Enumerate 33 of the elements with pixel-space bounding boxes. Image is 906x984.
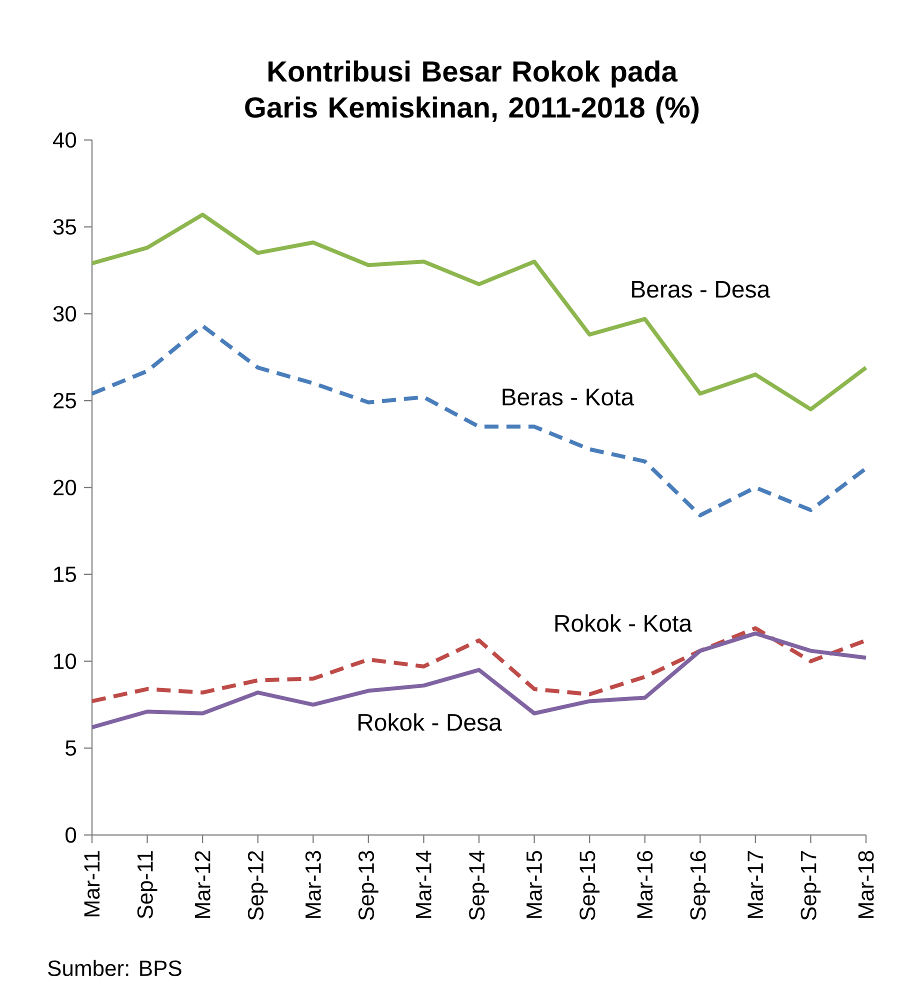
x-tick-label: Mar-16 <box>637 851 653 918</box>
text: Sumber: BPS <box>48 960 182 976</box>
x-tick-label: Sep-11 <box>137 851 158 918</box>
x-tick-label: Sep-12 <box>248 851 268 920</box>
x-tick-label: Mar-14 <box>416 850 432 918</box>
series-label: Rokok - Desa <box>358 713 502 731</box>
x-tick-label: Mar-15 <box>526 851 542 918</box>
line-series <box>90 212 868 412</box>
series-label: Rokok - Kota <box>555 614 692 632</box>
x-tick-label: Mar-13 <box>305 851 321 918</box>
chart-title: Kontribusi Besar Rokok pada Garis Kemiskinan, 2011-2018 (%) <box>245 60 699 124</box>
series-label: Beras - Kota <box>502 388 634 406</box>
x-tick-label: Mar-12 <box>194 851 210 918</box>
y-tick-label: 0 <box>66 827 76 843</box>
y-tick-label: 5 <box>66 740 76 756</box>
x-tick-label: Sep-13 <box>358 851 378 920</box>
y-tick-label: 20 <box>54 480 76 496</box>
y-tick-label: 40 <box>52 132 76 148</box>
y-tick-label: 30 <box>53 306 76 322</box>
series-label: Beras - Desa <box>632 281 770 298</box>
x-tick-label: Mar-11 <box>84 851 100 916</box>
y-tick-label: 15 <box>54 566 76 582</box>
line-series <box>90 631 868 730</box>
x-tick-label: Mar-18 <box>858 851 874 918</box>
y-tick-label: 10 <box>54 653 76 670</box>
x-tick-label: Sep-15 <box>580 851 600 920</box>
y-tick-label: 35 <box>53 219 76 235</box>
x-tick-label: Sep-17 <box>800 851 821 920</box>
x-tick-label: Sep-14 <box>469 850 489 920</box>
line-series <box>90 324 868 518</box>
x-tick-label: Sep-16 <box>690 851 710 920</box>
y-tick-label: 25 <box>54 392 76 408</box>
x-tick-label: Mar-17 <box>748 851 764 918</box>
